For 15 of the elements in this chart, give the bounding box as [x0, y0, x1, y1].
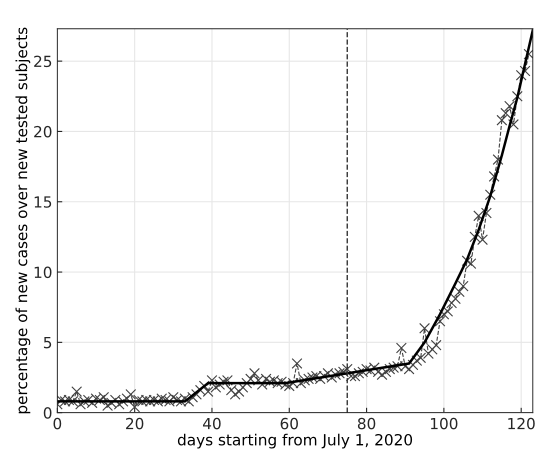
x-tick-label: 80	[358, 418, 376, 430]
x-tick-label: 0	[54, 418, 62, 430]
y-tick-label: 15	[34, 196, 52, 208]
x-tick-label: 100	[430, 418, 458, 430]
y-tick-label: 20	[34, 126, 52, 138]
y-tick-label: 10	[34, 266, 52, 278]
y-axis-title: percentage of new cases over new tested subjects	[15, 28, 30, 414]
y-tick-label: 0	[44, 407, 52, 419]
y-tick-label: 5	[44, 337, 52, 348]
x-tick-label: 120	[508, 418, 535, 430]
x-axis-title: days starting from July 1, 2020	[178, 434, 412, 448]
y-tick-label: 25	[34, 56, 52, 68]
x-tick-label: 40	[202, 418, 221, 430]
x-tick-label: 20	[126, 418, 144, 430]
x-tick-label: 60	[280, 418, 298, 430]
